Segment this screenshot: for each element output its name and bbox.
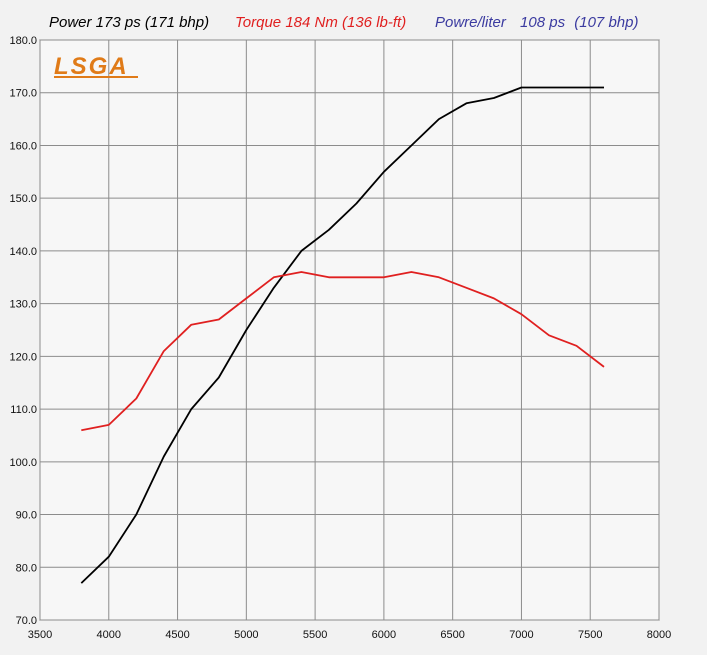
power-header: Power 173 ps (171 bhp) bbox=[49, 14, 209, 31]
y-tick-label: 180.0 bbox=[9, 35, 37, 47]
y-tick-label: 90.0 bbox=[16, 510, 37, 522]
torque-header: Torque 184 Nm (136 lb-ft) bbox=[235, 14, 406, 31]
plot-area bbox=[39, 39, 660, 621]
torque-curve bbox=[81, 271, 605, 432]
y-tick-label: 150.0 bbox=[9, 193, 37, 205]
per-liter-bhp: (107 bhp) bbox=[574, 14, 638, 31]
y-tick-label: 140.0 bbox=[9, 246, 37, 258]
x-tick-label: 3500 bbox=[28, 629, 52, 641]
x-tick-label: 5500 bbox=[303, 629, 327, 641]
series-group bbox=[80, 86, 605, 584]
y-tick-label: 100.0 bbox=[9, 457, 37, 469]
per-liter-ps: 108 ps bbox=[520, 14, 566, 31]
x-tick-label: 5000 bbox=[234, 629, 258, 641]
y-tick-label: 130.0 bbox=[9, 299, 37, 311]
y-tick-label: 170.0 bbox=[9, 88, 37, 100]
axis-ticks: 3500 4000 4500 5000 5500 6000 6500 7000 7500 8000… bbox=[9, 35, 671, 641]
logo-text: LSGA bbox=[54, 53, 129, 80]
x-tick-label: 7000 bbox=[509, 629, 533, 641]
power-curve bbox=[80, 86, 604, 584]
x-tick-label: 7500 bbox=[578, 629, 602, 641]
per-liter-label: Powre/liter bbox=[435, 14, 507, 31]
y-tick-label: 160.0 bbox=[9, 140, 37, 152]
y-tick-label: 120.0 bbox=[9, 351, 37, 363]
x-tick-label: 6000 bbox=[372, 629, 396, 641]
y-tick-label: 110.0 bbox=[10, 404, 37, 416]
x-tick-label: 6500 bbox=[440, 629, 464, 641]
y-tick-label: 80.0 bbox=[16, 562, 37, 574]
x-tick-label: 4500 bbox=[165, 629, 189, 641]
y-tick-label: 70.0 bbox=[16, 615, 37, 627]
lsga-logo: LSGA bbox=[54, 53, 138, 80]
x-tick-label: 8000 bbox=[647, 629, 671, 641]
grid-lines bbox=[39, 39, 660, 621]
per-liter-header: Powre/liter 108 ps (107 bhp) bbox=[435, 14, 638, 31]
x-tick-label: 4000 bbox=[97, 629, 121, 641]
